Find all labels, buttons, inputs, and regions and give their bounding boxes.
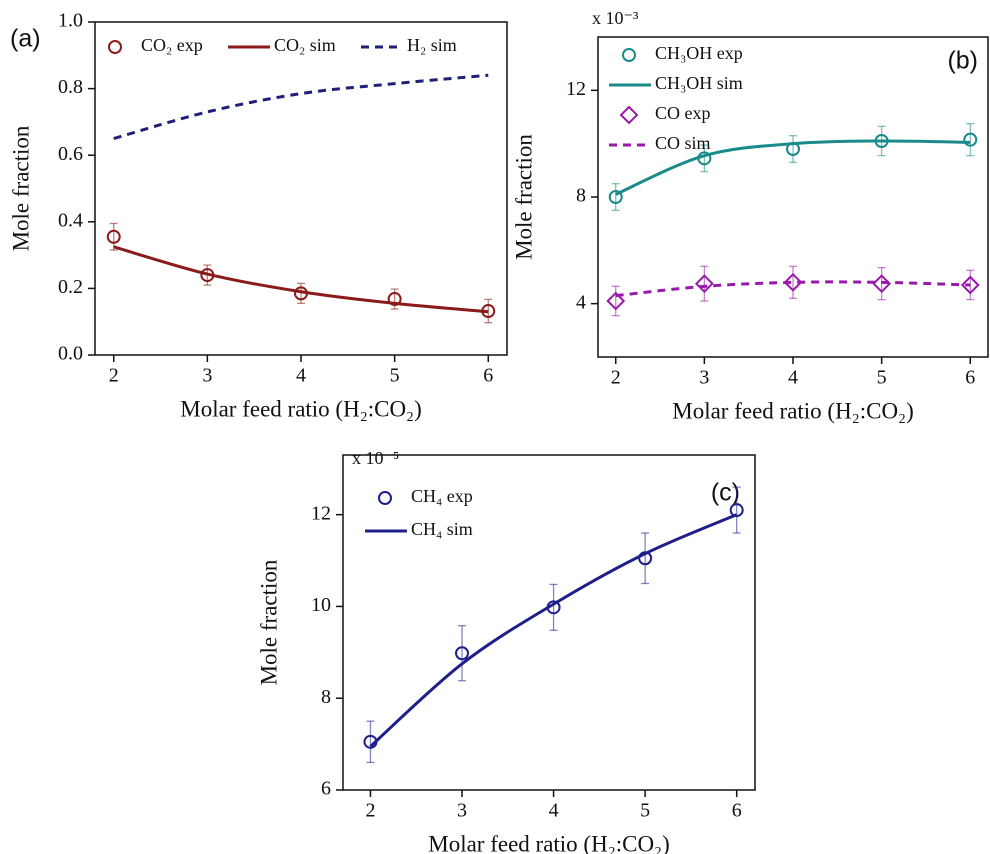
x-tick-label: 4 <box>549 800 559 822</box>
legend-label: H₂ sim <box>407 35 457 55</box>
y-axis-label: Mole fraction <box>511 134 536 260</box>
marker-diamond <box>783 272 803 292</box>
legend-label: CH₄ sim <box>411 519 473 539</box>
x-tick-label: 6 <box>483 365 493 387</box>
y-tick-label: 6 <box>321 778 331 800</box>
marker-circle <box>622 48 636 62</box>
series-line <box>369 513 738 748</box>
series-line <box>615 139 971 196</box>
y-tick-label: 0.8 <box>58 76 83 98</box>
marker-diamond <box>694 274 714 294</box>
marker-circle <box>608 190 623 204</box>
x-axis-label: Molar feed ratio (H₂:CO₂) <box>672 398 914 423</box>
y-tick-label: 10 <box>311 594 331 616</box>
panel-label: (c) <box>711 479 740 507</box>
y-tick-label: 8 <box>321 686 331 708</box>
plot-frame <box>94 21 508 356</box>
y-multiplier: x 10⁻⁵ <box>352 448 399 468</box>
legend-label: CO₂ exp <box>141 35 203 55</box>
y-tick-label: 12 <box>311 502 331 524</box>
marker-diamond <box>960 275 980 295</box>
legend-label: CO exp <box>655 103 711 123</box>
x-tick-label: 3 <box>202 365 212 387</box>
series-line <box>113 73 489 140</box>
plot-frame <box>342 454 756 791</box>
legend-label: CO₂ sim <box>274 35 336 55</box>
x-axis-label: Molar feed ratio (H₂:CO₂) <box>180 396 422 421</box>
x-tick-label: 2 <box>109 365 119 387</box>
y-tick-label: 4 <box>576 291 586 313</box>
marker-diamond <box>619 105 639 125</box>
marker-diamond <box>606 291 626 311</box>
marker-circle <box>108 40 122 54</box>
legend-label: CO sim <box>655 133 711 153</box>
panel-label: (a) <box>10 25 41 53</box>
marker-circle <box>387 292 402 307</box>
marker-circle <box>378 491 392 505</box>
marker-circle <box>106 229 121 244</box>
x-tick-label: 3 <box>699 367 709 389</box>
panel-label: (b) <box>947 47 978 75</box>
y-multiplier: x 10⁻³ <box>592 8 639 28</box>
x-tick-label: 2 <box>365 800 375 822</box>
x-tick-label: 6 <box>965 367 975 389</box>
y-tick-label: 0.0 <box>58 343 83 365</box>
y-tick-label: 0.2 <box>58 276 83 298</box>
x-tick-label: 4 <box>788 367 798 389</box>
y-axis-label: Mole fraction <box>8 125 33 251</box>
legend-label: CH₄ exp <box>411 486 473 506</box>
y-tick-label: 0.6 <box>58 143 83 165</box>
x-tick-label: 2 <box>611 367 621 389</box>
y-axis-label: Mole fraction <box>256 559 281 685</box>
y-tick-label: 12 <box>566 78 586 100</box>
x-tick-label: 5 <box>390 365 400 387</box>
y-tick-label: 8 <box>576 185 586 207</box>
x-tick-label: 5 <box>877 367 887 389</box>
legend-label: CH₃OH sim <box>655 73 743 93</box>
y-tick-label: 1.0 <box>58 10 83 32</box>
marker-circle <box>963 132 978 147</box>
x-axis-label: Molar feed ratio (H₂:CO₂) <box>428 831 670 854</box>
marker-circle <box>455 646 470 661</box>
legend-label: CH₃OH exp <box>655 43 743 63</box>
series-line <box>615 280 971 298</box>
series-line <box>113 245 489 314</box>
x-tick-label: 3 <box>457 800 467 822</box>
y-tick-label: 0.4 <box>58 209 83 231</box>
x-tick-label: 5 <box>640 800 650 822</box>
x-tick-label: 6 <box>732 800 742 822</box>
x-tick-label: 4 <box>296 365 306 387</box>
